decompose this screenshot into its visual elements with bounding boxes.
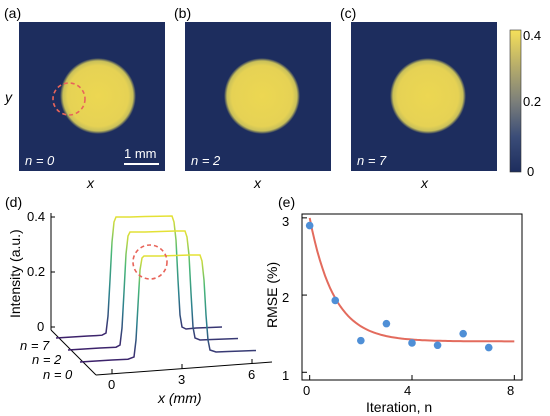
panel-b-label: (b): [174, 5, 191, 21]
panel-c: (c) n = 7 x: [340, 5, 497, 191]
panel-d-xtick-label: 3: [178, 372, 185, 387]
panel-e-points: [305, 221, 493, 352]
panel-d-xtick-label: 0: [108, 377, 115, 392]
trace-n0: [79, 254, 257, 363]
panel-d: (d) 0.4 0.2 0 Intensity (a.u.) 0 3 6 x (…: [5, 194, 273, 406]
colorbar-tick-max: 0.4: [523, 28, 541, 43]
panel-d-ytick-label: 0: [37, 319, 44, 334]
panel-d-xlabel-text: x (mm): [157, 390, 202, 406]
panel-d-ytick-label: 0.4: [27, 209, 45, 224]
trace-n2: [67, 230, 239, 351]
data-point: [305, 221, 314, 230]
panel-d-xlabel: x (mm): [157, 390, 202, 406]
panel-a-n-text: n = 0: [25, 153, 55, 168]
panel-c-label: (c): [340, 5, 356, 21]
colorbar: 0.4 0.2 0: [509, 28, 541, 179]
scale-bar-label: 1 mm: [124, 146, 157, 161]
panel-e-xtick-label: 4: [404, 383, 411, 398]
data-point: [357, 336, 365, 345]
panel-d-xtick-label: 6: [248, 367, 255, 382]
panel-d-x-axis: [95, 361, 273, 376]
panel-b-n-text: n = 2: [191, 153, 221, 168]
panel-d-traces: [55, 215, 257, 363]
panel-d-ylabel: Intensity (a.u.): [7, 229, 23, 318]
colorbar-tick-min: 0: [527, 164, 534, 179]
data-point: [484, 343, 493, 352]
panel-b-xlabel: x: [253, 175, 262, 191]
panel-d-highlight-circle: [132, 244, 168, 280]
data-point: [433, 341, 442, 350]
data-point: [408, 339, 416, 347]
panel-e-ytick-label: 2: [282, 290, 289, 305]
trace-n7: [55, 215, 223, 339]
colorbar-tick-mid: 0.2: [523, 94, 541, 109]
panel-c-spot: [390, 58, 466, 134]
panel-e-xlabel: Iteration, n: [366, 399, 432, 415]
panel-a: (a) n = 0 1 mm y x: [4, 5, 165, 191]
panel-e-ytick-label: 1: [282, 368, 289, 383]
panel-d-label: (d): [5, 194, 22, 210]
panel-d-ytick-label: 0.2: [27, 264, 45, 279]
panel-d-depth-label: n = 7: [20, 338, 50, 353]
panel-e-xtick-label: 8: [507, 383, 514, 398]
panel-b-spot: [224, 58, 300, 134]
panel-d-depth-label: n = 2: [32, 352, 62, 367]
panel-c-n-text: n = 7: [357, 153, 387, 168]
panel-e-ytick-label: 3: [282, 214, 289, 229]
panel-e: (e) 3 2 1 0 4 8 RMSE (%) Iteration, n: [264, 194, 523, 415]
panel-a-label: (a): [4, 5, 21, 21]
data-point: [459, 329, 467, 338]
colorbar-gradient: [509, 29, 522, 173]
panel-a-xlabel: x: [86, 175, 95, 191]
data-point: [382, 319, 391, 328]
panel-e-ylabel: RMSE (%): [264, 262, 280, 328]
panel-c-xlabel: x: [420, 175, 429, 191]
panel-a-highlight-circle: [52, 82, 86, 116]
panel-e-xtick-label: 0: [303, 383, 310, 398]
data-point: [331, 296, 340, 305]
panel-e-ticks: [302, 217, 515, 380]
panel-e-label: (e): [278, 194, 295, 210]
panel-a-ylabel: y: [4, 89, 13, 105]
panel-b: (b) n = 2 x: [174, 5, 331, 191]
panel-d-depth-label: n = 0: [43, 367, 73, 382]
panel-a-spot: [60, 58, 136, 134]
fit-curve: [308, 217, 515, 343]
